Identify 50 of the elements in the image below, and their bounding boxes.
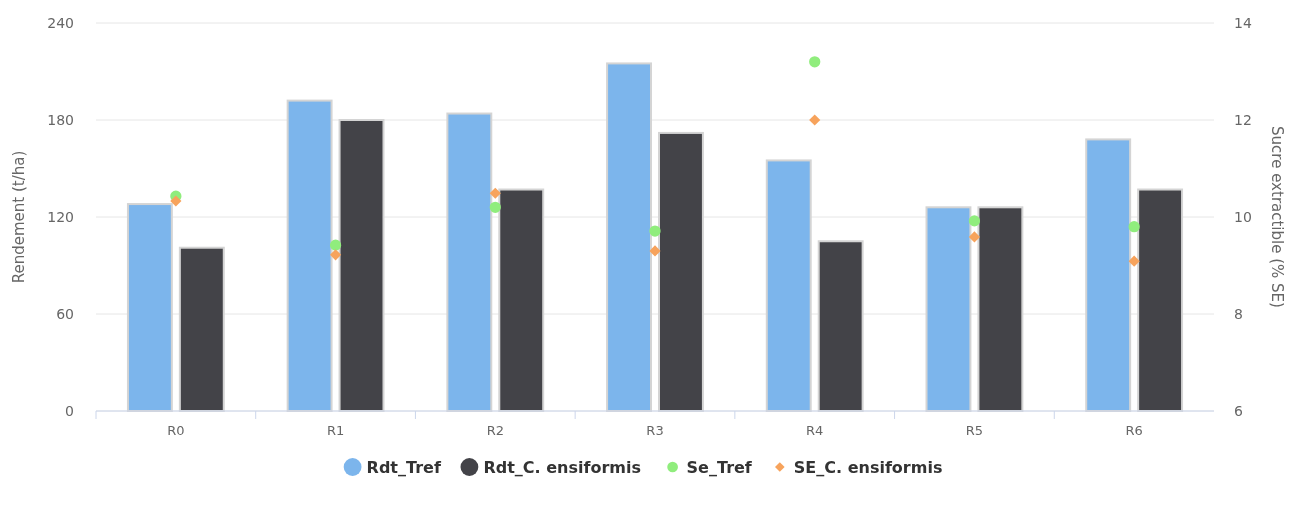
- bar: [606, 62, 652, 412]
- y-axis-title: Rendement (t/ha): [10, 150, 28, 284]
- point: [809, 114, 821, 126]
- point: [1128, 221, 1140, 233]
- bar: [765, 159, 812, 412]
- bar: [126, 203, 173, 412]
- y2-tick-label: 8: [1234, 306, 1243, 322]
- point: [649, 245, 661, 257]
- y-tick-label: 0: [65, 403, 74, 419]
- point: [649, 225, 661, 237]
- bar: [977, 206, 1024, 412]
- bar: [446, 112, 493, 412]
- point: [809, 56, 821, 68]
- y-tick-label: 240: [47, 15, 74, 31]
- y2-tick-label: 12: [1234, 112, 1252, 128]
- y-tick-label: 60: [56, 306, 74, 322]
- bar: [658, 131, 704, 412]
- y2-tick-label: 14: [1234, 15, 1252, 31]
- bar: [286, 99, 333, 412]
- legend-label: Rdt_Tref: [366, 458, 442, 477]
- x-tick-label: R5: [965, 423, 984, 438]
- bar: [498, 188, 545, 412]
- point: [329, 249, 342, 261]
- y-tick-label: 120: [47, 209, 74, 225]
- x-tick-label: R1: [326, 423, 345, 438]
- y2-tick-label: 10: [1234, 209, 1252, 225]
- point: [968, 231, 981, 243]
- y2-tick-label: 6: [1234, 403, 1243, 419]
- bar: [178, 246, 225, 412]
- point: [489, 201, 501, 213]
- bar: [1085, 138, 1132, 412]
- bar: [1137, 188, 1184, 412]
- bar: [338, 119, 385, 412]
- x-tick-label: R6: [1125, 423, 1143, 438]
- legend-label: Se_Tref: [686, 458, 753, 477]
- point: [1128, 255, 1140, 267]
- x-tick-label: R3: [646, 423, 664, 438]
- x-tick-label: R4: [806, 423, 824, 438]
- legend-label: SE_C. ensiformis: [793, 458, 943, 477]
- bar: [925, 206, 972, 412]
- x-tick-label: R2: [486, 423, 504, 438]
- legend-label: Rdt_C. ensiformis: [483, 458, 641, 477]
- point: [489, 187, 501, 199]
- point: [329, 239, 342, 251]
- bar: [817, 240, 864, 412]
- point: [170, 195, 182, 207]
- point: [968, 215, 981, 227]
- y-tick-label: 180: [47, 112, 74, 128]
- x-tick-label: R0: [167, 423, 185, 438]
- y2-axis-title: Sucre extractible (% SE): [1268, 126, 1286, 308]
